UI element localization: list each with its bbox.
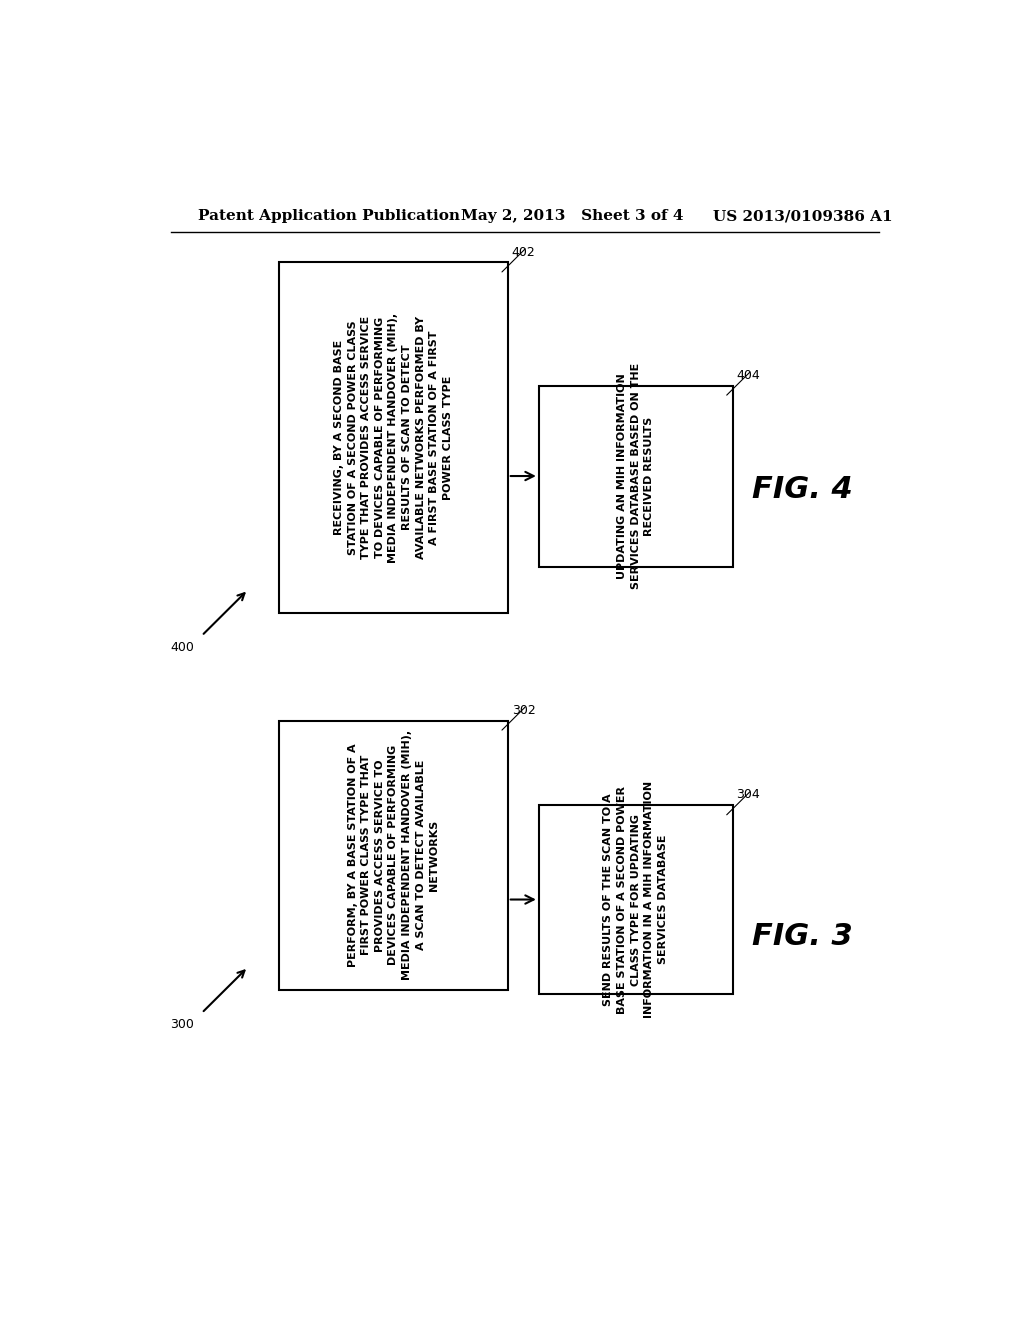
Text: UPDATING AN MIH INFORMATION
SERVICES DATABASE BASED ON THE
RECEIVED RESULTS: UPDATING AN MIH INFORMATION SERVICES DAT… [617, 363, 654, 589]
Bar [539, 385, 732, 566]
Text: SEND RESULTS OF THE SCAN TO A
BASE STATION OF A SECOND POWER
CLASS TYPE FOR UPDA: SEND RESULTS OF THE SCAN TO A BASE STATI… [603, 781, 668, 1018]
Text: 402: 402 [512, 246, 536, 259]
Text: US 2013/0109386 A1: US 2013/0109386 A1 [713, 209, 893, 223]
Text: PERFORM, BY A BASE STATION OF A
FIRST POWER CLASS TYPE THAT
PROVIDES ACCESS SERV: PERFORM, BY A BASE STATION OF A FIRST PO… [347, 730, 439, 981]
Text: 304: 304 [736, 788, 760, 801]
Text: Patent Application Publication: Patent Application Publication [198, 209, 460, 223]
Text: 400: 400 [170, 640, 194, 653]
Text: May 2, 2013   Sheet 3 of 4: May 2, 2013 Sheet 3 of 4 [461, 209, 684, 223]
Text: RECEIVING, BY A SECOND BASE
STATION OF A SECOND POWER CLASS
TYPE THAT PROVIDES A: RECEIVING, BY A SECOND BASE STATION OF A… [334, 313, 453, 562]
Text: 404: 404 [736, 368, 760, 381]
Text: FIG. 4: FIG. 4 [752, 475, 853, 504]
Text: 300: 300 [170, 1018, 194, 1031]
Bar [280, 721, 508, 990]
Text: 302: 302 [512, 704, 536, 717]
Text: FIG. 3: FIG. 3 [752, 921, 853, 950]
Bar [280, 263, 508, 612]
Bar [539, 805, 732, 994]
